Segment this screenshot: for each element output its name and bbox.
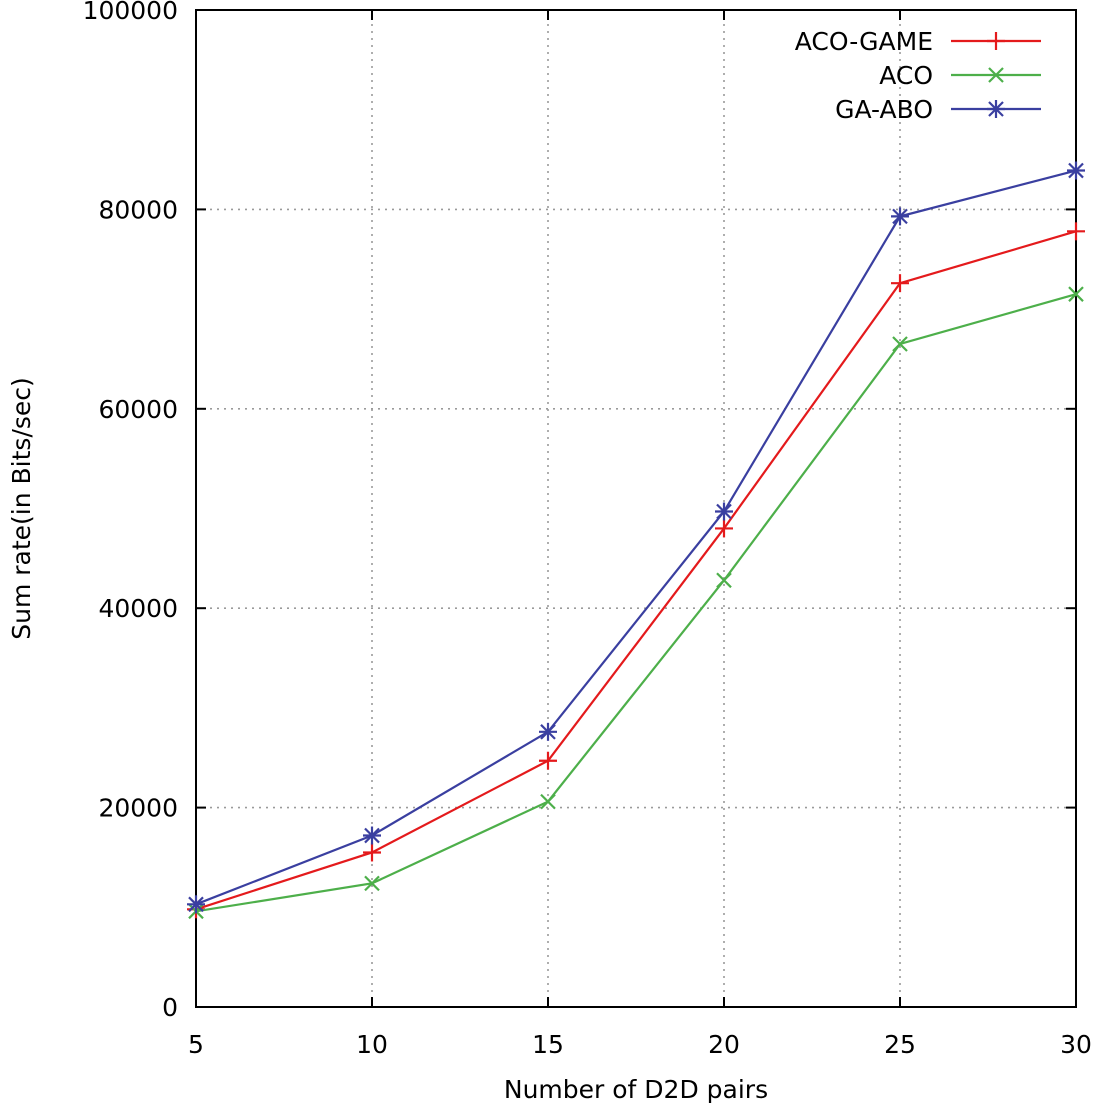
legend: ACO-GAME ACO GA-ABO — [795, 27, 1041, 124]
legend-marker — [987, 100, 1005, 118]
y-tick-label: 20000 — [98, 794, 178, 823]
x-tick-label: 5 — [188, 1030, 204, 1059]
legend-item-aco: ACO — [879, 61, 1041, 90]
series-line-ga-abo — [195, 169, 1077, 906]
series — [187, 161, 1085, 920]
legend-marker — [988, 67, 1004, 83]
legend-label: ACO — [879, 61, 933, 90]
y-axis-title: Sum rate(in Bits/sec) — [7, 377, 36, 640]
data-point-aco-game — [363, 843, 381, 862]
data-point-aco — [892, 336, 908, 352]
data-point-ga-abo — [891, 207, 909, 226]
y-tick-label: 0 — [162, 993, 178, 1022]
x-tick-label: 25 — [884, 1030, 916, 1059]
data-point-ga-abo — [1067, 161, 1085, 180]
data-point-ga-abo — [187, 895, 205, 914]
series-aco-game — [187, 222, 1085, 919]
data-point-aco — [540, 793, 556, 810]
y-tick-label: 100000 — [83, 0, 178, 25]
y-tick-label: 60000 — [98, 395, 178, 424]
grid — [196, 10, 1076, 1007]
series-line-aco — [195, 293, 1077, 913]
plot-frame — [195, 9, 1077, 1008]
series-aco — [188, 286, 1084, 920]
data-point-aco-game — [715, 519, 733, 538]
data-point-ga-abo — [539, 722, 557, 741]
y-tick-label: 80000 — [98, 195, 178, 224]
y-tick-label: 40000 — [98, 594, 178, 623]
data-point-aco-game — [891, 274, 909, 293]
x-tick-label: 10 — [356, 1030, 388, 1059]
data-point-aco — [1068, 286, 1084, 302]
series-ga-abo — [187, 161, 1085, 914]
series-line-aco-game — [195, 230, 1077, 911]
data-point-aco — [364, 875, 380, 892]
x-tick-label: 15 — [532, 1030, 564, 1059]
x-axis-title: Number of D2D pairs — [504, 1075, 768, 1104]
x-tick-label: 30 — [1060, 1030, 1092, 1059]
data-point-aco — [716, 572, 732, 589]
legend-label: GA-ABO — [835, 95, 933, 124]
legend-label: ACO-GAME — [795, 27, 933, 56]
data-point-ga-abo — [715, 502, 733, 521]
legend-marker — [987, 32, 1005, 50]
axis-ticks: 5 10 15 20 25 30 0 20000 40000 60000 80000 100000 — [83, 0, 1092, 1059]
x-tick-label: 20 — [708, 1030, 740, 1059]
data-point-aco-game — [539, 751, 557, 770]
legend-item-aco-game: ACO-GAME — [795, 27, 1041, 56]
data-point-ga-abo — [363, 826, 381, 845]
data-point-aco-game — [1067, 222, 1085, 241]
legend-item-ga-abo: GA-ABO — [835, 95, 1041, 124]
